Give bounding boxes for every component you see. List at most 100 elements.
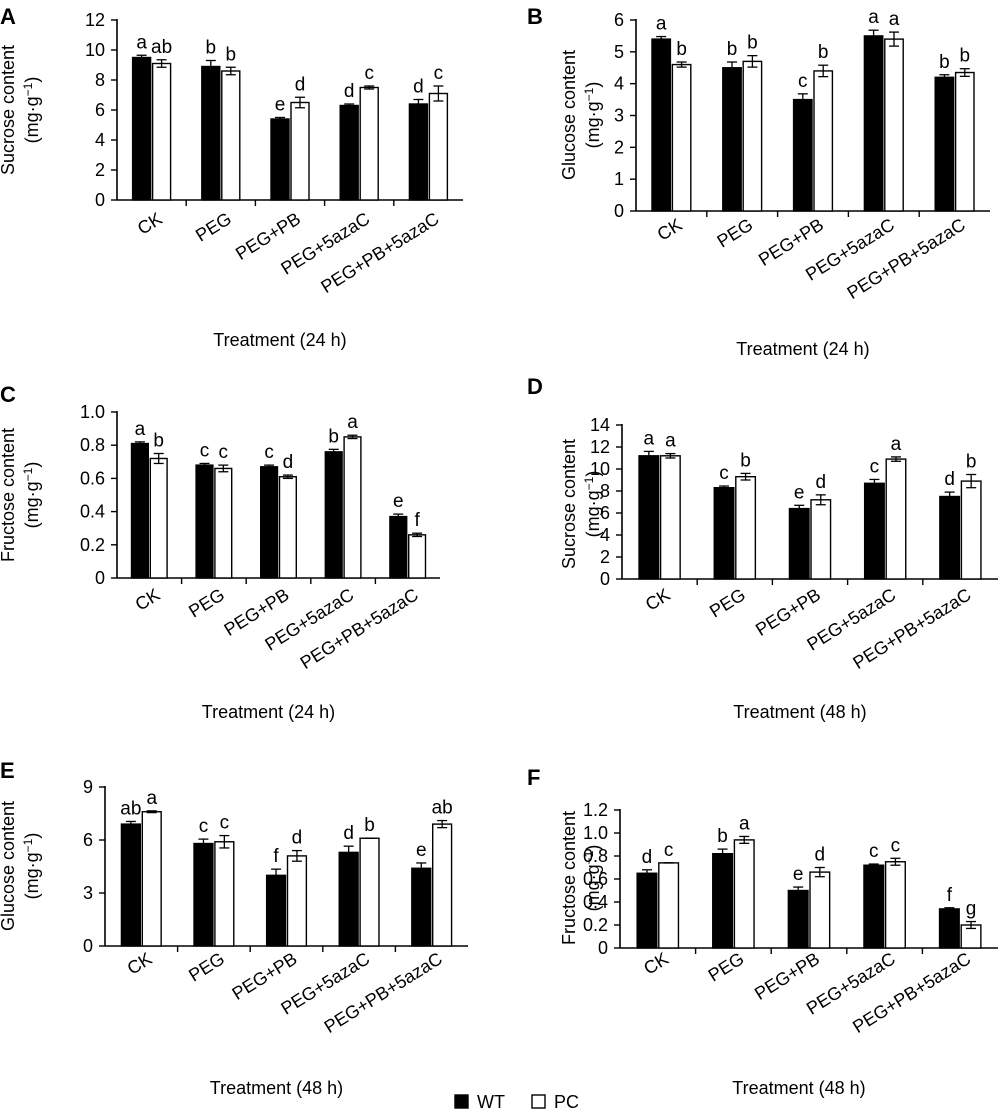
significance-label: c [891, 835, 901, 856]
x-tick-label: CK [654, 214, 686, 244]
significance-label: b [818, 42, 829, 63]
bar-wt [130, 442, 149, 579]
x-tick-label: CK [132, 584, 164, 614]
y-tick-label: 4 [600, 525, 610, 545]
significance-label: a [644, 428, 655, 449]
significance-label: d [295, 74, 306, 95]
y-tick-label: 12 [85, 10, 105, 30]
significance-label: a [665, 431, 676, 452]
y-tick-label: 1.2 [583, 800, 608, 820]
y-axis-unit: (mg·g−1) [582, 82, 603, 149]
significance-label: c [219, 442, 229, 463]
bar-wt [939, 495, 961, 580]
y-tick-label: 5 [614, 42, 624, 62]
bar-pc [343, 436, 362, 579]
bar-wt [131, 56, 152, 201]
x-tick-label: PEG [185, 948, 228, 985]
significance-label: b [206, 38, 217, 59]
x-tick-label: PEG+PB+5azaC [321, 948, 446, 1037]
y-tick-label: 8 [600, 481, 610, 501]
legend-swatch-wt [454, 1094, 469, 1109]
bar-wt [260, 466, 279, 579]
bar-wt [788, 507, 810, 580]
y-tick-label: 1.0 [80, 402, 105, 422]
y-tick-label: 1 [614, 169, 624, 189]
y-tick-label: 2 [614, 137, 624, 157]
bar-wt [193, 842, 214, 947]
y-tick-label: 0.6 [80, 468, 105, 488]
significance-label: b [966, 452, 977, 473]
bar-pc [428, 92, 449, 201]
bar-pc [149, 457, 168, 579]
x-tick-label: PEG [185, 584, 228, 621]
significance-label: c [798, 71, 808, 92]
bar-pc [813, 70, 834, 212]
significance-label: d [343, 823, 354, 844]
bar-pc [954, 71, 975, 212]
significance-label: c [664, 840, 674, 861]
significance-label: b [717, 826, 728, 847]
significance-label: c [364, 63, 374, 84]
y-tick-label: 0.8 [583, 846, 608, 866]
y-tick-label: 8 [95, 70, 105, 90]
y-axis-unit: (mg·g−1) [21, 462, 42, 529]
x-axis-label: Treatment (48 h) [210, 1078, 343, 1098]
significance-label: a [739, 813, 750, 834]
bar-wt [270, 118, 290, 201]
y-tick-label: 1.0 [583, 823, 608, 843]
bar-pc [141, 811, 162, 947]
y-tick-label: 6 [95, 100, 105, 120]
x-axis-label: Treatment (24 h) [736, 339, 869, 359]
panel-letter: C [0, 382, 16, 407]
bar-wt [408, 103, 429, 201]
y-tick-label: 0 [95, 568, 105, 588]
x-tick-label: CK [640, 948, 672, 978]
bar-pc [408, 534, 427, 579]
significance-label: ab [151, 37, 172, 58]
bar-wt [265, 874, 287, 947]
significance-label: d [642, 847, 653, 868]
bar-wt [120, 823, 142, 947]
bar-pc [884, 38, 904, 212]
significance-label: c [264, 442, 274, 463]
y-tick-label: 0.4 [583, 892, 608, 912]
bar-wt [338, 851, 359, 947]
bar-wt [938, 908, 960, 949]
x-axis-label: Treatment (48 h) [733, 702, 866, 722]
y-tick-label: 9 [83, 777, 93, 797]
y-axis-label: Sucrose content [0, 45, 18, 175]
significance-label: b [747, 33, 758, 54]
bar-pc [286, 855, 308, 947]
y-axis-unit: (mg·g−1) [21, 77, 42, 144]
significance-label: c [200, 440, 210, 461]
y-tick-label: 10 [85, 40, 105, 60]
panel-letter: A [0, 4, 16, 29]
significance-label: d [344, 81, 355, 102]
bar-wt [195, 464, 214, 579]
y-tick-label: 0 [598, 938, 608, 958]
significance-label: a [146, 788, 157, 809]
significance-label: b [328, 426, 339, 447]
significance-label: b [740, 450, 751, 471]
bar-pc [810, 499, 832, 580]
bar-pc [658, 862, 680, 949]
bar-pc [290, 101, 310, 201]
y-tick-label: 2 [600, 547, 610, 567]
x-tick-label: PEG [192, 208, 235, 245]
y-tick-label: 14 [590, 415, 610, 435]
legend-swatch-pc [531, 1094, 546, 1109]
bar-pc [671, 63, 692, 212]
x-tick-label: CK [642, 584, 674, 614]
significance-label: e [416, 840, 427, 861]
significance-label: d [815, 472, 826, 493]
significance-label: f [273, 846, 279, 867]
legend-label-wt: WT [477, 1092, 505, 1112]
significance-label: a [891, 434, 902, 455]
y-axis-unit: (mg·g−1) [21, 833, 42, 900]
significance-label: c [870, 456, 880, 477]
y-axis-label: Glucose content [0, 801, 18, 931]
bar-pc [659, 455, 681, 580]
bar-pc [214, 841, 235, 947]
